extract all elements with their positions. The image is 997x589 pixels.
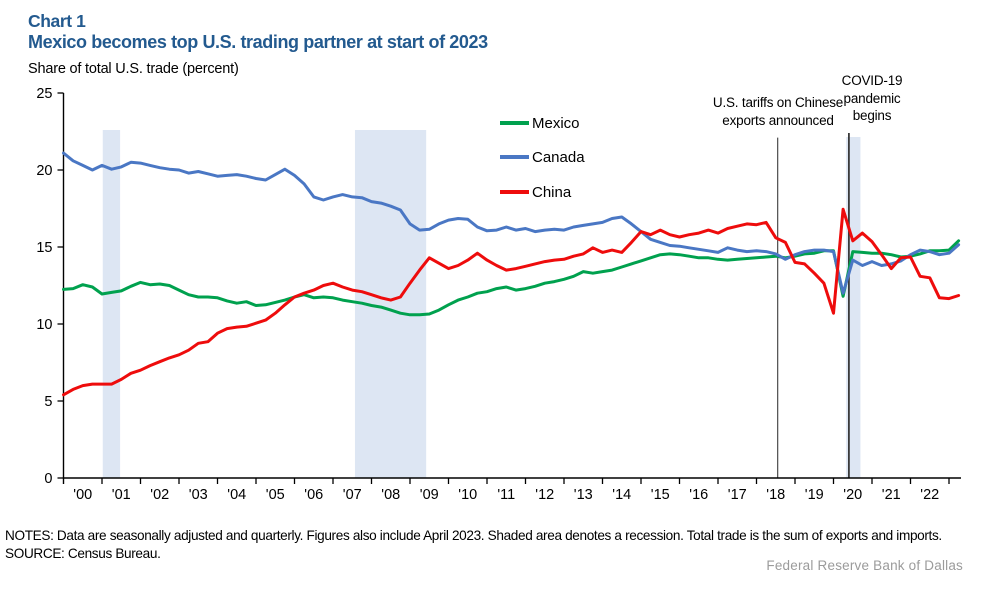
y-axis-unit-note: Share of total U.S. trade (percent) <box>28 61 239 77</box>
legend-item-china: China <box>500 183 572 201</box>
covid-annotation-line3: begins <box>852 108 892 123</box>
chart-number-label: Chart 1 <box>28 11 86 31</box>
x-tick-label: '19 <box>805 487 824 503</box>
x-tick-label: '09 <box>420 487 439 503</box>
legend-label-mexico: Mexico <box>532 114 580 132</box>
recession-band <box>102 130 121 478</box>
x-tick-label: '10 <box>458 487 477 503</box>
covid-annotation-line1: COVID-19 <box>841 73 903 88</box>
x-tick-label: '21 <box>882 487 901 503</box>
footer-notes: NOTES: Data are seasonally adjusted and … <box>5 527 963 562</box>
x-tick-label: '01 <box>112 487 131 503</box>
china-line-swatch <box>500 190 529 194</box>
x-tick-label: '18 <box>766 487 785 503</box>
x-tick-label: '06 <box>304 487 323 503</box>
mexico-line <box>62 239 961 317</box>
china-line <box>62 207 961 397</box>
legend-label-china: China <box>532 183 572 201</box>
x-tick-label: '12 <box>535 487 554 503</box>
y-tick-label: 10 <box>36 317 52 333</box>
page-title: Mexico becomes top U.S. trading partner … <box>28 32 488 52</box>
x-tick-label: '20 <box>843 487 862 503</box>
y-tick-label: 25 <box>36 86 52 102</box>
x-tick-label: '22 <box>920 487 939 503</box>
legend-item-canada: Canada <box>500 148 585 166</box>
x-tick-label: '00 <box>73 487 92 503</box>
source-text: SOURCE: Census Bureau. <box>5 545 161 561</box>
x-tick-label: '07 <box>343 487 362 503</box>
x-tick-label: '15 <box>651 487 670 503</box>
legend-item-mexico: Mexico <box>500 114 580 132</box>
x-tick-label: '17 <box>728 487 747 503</box>
fed-dallas-brand: Federal Reserve Bank of Dallas <box>766 558 963 573</box>
x-tick-label: '16 <box>689 487 708 503</box>
tariff-annotation-label: U.S. tariffs on Chinese exports announce… <box>692 94 864 129</box>
x-tick-label: '11 <box>497 487 515 503</box>
legend-label-canada: Canada <box>532 148 585 166</box>
notes-text: NOTES: Data are seasonally adjusted and … <box>5 528 942 543</box>
x-tick-label: '05 <box>266 487 285 503</box>
tariff-annotation-line1: U.S. tariffs on Chinese <box>712 95 844 110</box>
tariff-annotation-line2: exports announced <box>722 112 834 128</box>
axes: 0 5 10 15 20 25 '00 '01 '02 '03 '04 '05 '06 '07 '08 '09… <box>36 86 961 503</box>
x-tick-label: '13 <box>574 487 593 503</box>
y-tick-label: 0 <box>44 471 52 487</box>
canada-line <box>62 151 961 295</box>
y-tick-label: 20 <box>36 163 52 179</box>
recession-bands <box>102 130 861 478</box>
x-tick-label: '04 <box>227 487 246 503</box>
canada-line-swatch <box>500 155 529 159</box>
covid-annotation-label: COVID-19 pandemic begins <box>820 72 924 125</box>
x-tick-label: '08 <box>381 487 400 503</box>
mexico-line-swatch <box>500 121 529 125</box>
y-tick-label: 5 <box>44 394 52 410</box>
y-tick-label: 15 <box>36 240 52 256</box>
covid-annotation-line2: pandemic <box>843 90 901 106</box>
x-tick-label: '14 <box>612 487 631 503</box>
x-tick-label: '02 <box>150 487 169 503</box>
x-tick-label: '03 <box>189 487 208 503</box>
